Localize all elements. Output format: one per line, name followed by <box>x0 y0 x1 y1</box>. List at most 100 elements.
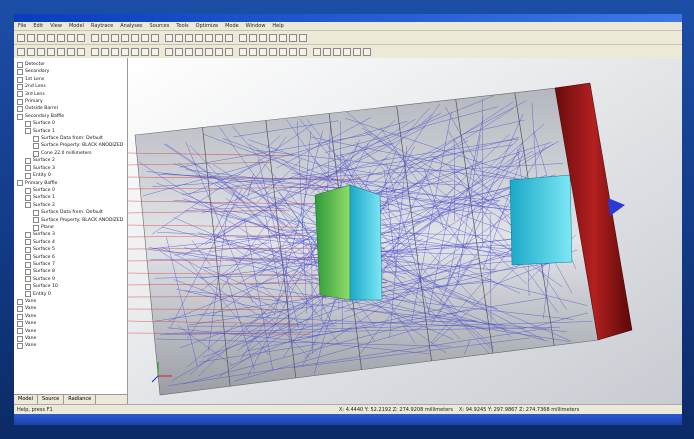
toolbar-button[interactable] <box>175 33 183 42</box>
menu-item[interactable]: View <box>50 23 62 29</box>
tree-node[interactable]: Surface 3 <box>17 231 127 238</box>
toolbar-button[interactable] <box>57 47 65 56</box>
toolbar-button[interactable] <box>141 33 149 42</box>
tree-node[interactable]: 1st Lens <box>17 76 127 83</box>
toolbar-button[interactable] <box>57 33 65 42</box>
tree-node[interactable]: Surface 5 <box>17 246 127 253</box>
tree-node[interactable]: Surface 7 <box>17 261 127 268</box>
toolbar-button[interactable] <box>249 47 257 56</box>
menu-item[interactable]: Window <box>245 23 266 29</box>
tree-node[interactable]: Surface 4 <box>17 239 127 246</box>
tree-node[interactable]: Surface 3 <box>17 165 127 172</box>
toolbar-button[interactable] <box>195 47 203 56</box>
toolbar-button[interactable] <box>323 47 331 56</box>
menu-item[interactable]: Sources <box>149 23 170 29</box>
tree-node[interactable]: Surface 2 <box>17 157 127 164</box>
toolbar-button[interactable] <box>27 47 35 56</box>
menu-item[interactable]: Edit <box>33 23 44 29</box>
tree-node[interactable]: Surface 2 <box>17 202 127 209</box>
menu-item[interactable]: Help <box>272 23 284 29</box>
tree-node[interactable]: 2nd Lens <box>17 83 127 90</box>
tree-node[interactable]: Outside Barrel <box>17 105 127 112</box>
tree-node[interactable]: Surface 1 <box>17 128 127 135</box>
menu-item[interactable]: Model <box>68 23 84 29</box>
tree-node[interactable]: Primary Baffle <box>17 180 127 187</box>
toolbar-button[interactable] <box>289 33 297 42</box>
toolbar-button[interactable] <box>225 47 233 56</box>
menu-item[interactable]: Analyses <box>120 23 143 29</box>
toolbar-button[interactable] <box>47 47 55 56</box>
toolbar-button[interactable] <box>205 33 213 42</box>
toolbar-button[interactable] <box>165 47 173 56</box>
tree-node[interactable]: Surface Property: BLACK ANODIZED <box>17 142 127 149</box>
toolbar-button[interactable] <box>37 47 45 56</box>
tree-node[interactable]: Surface 1 <box>17 194 127 201</box>
toolbar-button[interactable] <box>121 47 129 56</box>
tree-node[interactable]: Vane <box>17 320 127 327</box>
toolbar-button[interactable] <box>141 47 149 56</box>
toolbar-button[interactable] <box>259 33 267 42</box>
toolbar-button[interactable] <box>67 33 75 42</box>
toolbar-button[interactable] <box>17 33 25 42</box>
tree-node[interactable]: Primary <box>17 98 127 105</box>
tree-node[interactable]: Surface Data from: Default <box>17 209 127 216</box>
tree-node[interactable]: Surface Property: BLACK ANODIZED <box>17 217 127 224</box>
toolbar-button[interactable] <box>91 33 99 42</box>
toolbar-button[interactable] <box>353 47 361 56</box>
toolbar-button[interactable] <box>313 47 321 56</box>
tree-node[interactable]: Plane <box>17 224 127 231</box>
toolbar-button[interactable] <box>185 47 193 56</box>
toolbar-button[interactable] <box>239 33 247 42</box>
tree-node[interactable]: Surface Data from: Default <box>17 135 127 142</box>
toolbar-button[interactable] <box>289 47 297 56</box>
tree-node[interactable]: Cone 22.0 millimeters <box>17 150 127 157</box>
toolbar-button[interactable] <box>215 47 223 56</box>
toolbar-button[interactable] <box>165 33 173 42</box>
toolbar-button[interactable] <box>205 47 213 56</box>
toolbar-button[interactable] <box>67 47 75 56</box>
toolbar-button[interactable] <box>259 47 267 56</box>
menu-item[interactable]: Raytrace <box>90 23 114 29</box>
toolbar-button[interactable] <box>151 33 159 42</box>
tree-node[interactable]: Surface 6 <box>17 254 127 261</box>
toolbar-button[interactable] <box>333 47 341 56</box>
toolbar-button[interactable] <box>131 47 139 56</box>
toolbar-button[interactable] <box>101 47 109 56</box>
menu-item[interactable]: Tools <box>176 23 189 29</box>
menu-item[interactable]: File <box>18 23 27 29</box>
tree-node[interactable]: Vane <box>17 313 127 320</box>
toolbar-button[interactable] <box>175 47 183 56</box>
toolbar-button[interactable] <box>249 33 257 42</box>
toolbar-button[interactable] <box>299 33 307 42</box>
toolbar-button[interactable] <box>47 33 55 42</box>
tree-node[interactable]: Vane <box>17 298 127 305</box>
toolbar-button[interactable] <box>111 47 119 56</box>
toolbar-button[interactable] <box>363 47 371 56</box>
toolbar-button[interactable] <box>215 33 223 42</box>
tree-node[interactable]: Surface 8 <box>17 268 127 275</box>
tree-node[interactable]: Vane <box>17 305 127 312</box>
toolbar-button[interactable] <box>239 47 247 56</box>
toolbar-button[interactable] <box>195 33 203 42</box>
toolbar-button[interactable] <box>17 47 25 56</box>
tree-node[interactable]: 3rd Lens <box>17 91 127 98</box>
toolbar-button[interactable] <box>111 33 119 42</box>
tree-node[interactable]: Secondary <box>17 68 127 75</box>
toolbar-button[interactable] <box>101 33 109 42</box>
toolbar-button[interactable] <box>37 33 45 42</box>
toolbar-button[interactable] <box>91 47 99 56</box>
toolbar-button[interactable] <box>269 47 277 56</box>
toolbar-button[interactable] <box>269 33 277 42</box>
tree-node[interactable]: Vane <box>17 342 127 349</box>
tree-node[interactable]: Entity 0 <box>17 172 127 179</box>
tree-node[interactable]: Vane <box>17 335 127 342</box>
toolbar-button[interactable] <box>185 33 193 42</box>
tab[interactable]: Source <box>38 395 65 404</box>
tree-node[interactable]: Vane <box>17 328 127 335</box>
tree-node[interactable]: Detector <box>17 61 127 68</box>
toolbar-button[interactable] <box>279 33 287 42</box>
toolbar-button[interactable] <box>131 33 139 42</box>
tree-node[interactable]: Surface 9 <box>17 276 127 283</box>
toolbar-button[interactable] <box>77 33 85 42</box>
toolbar-button[interactable] <box>279 47 287 56</box>
